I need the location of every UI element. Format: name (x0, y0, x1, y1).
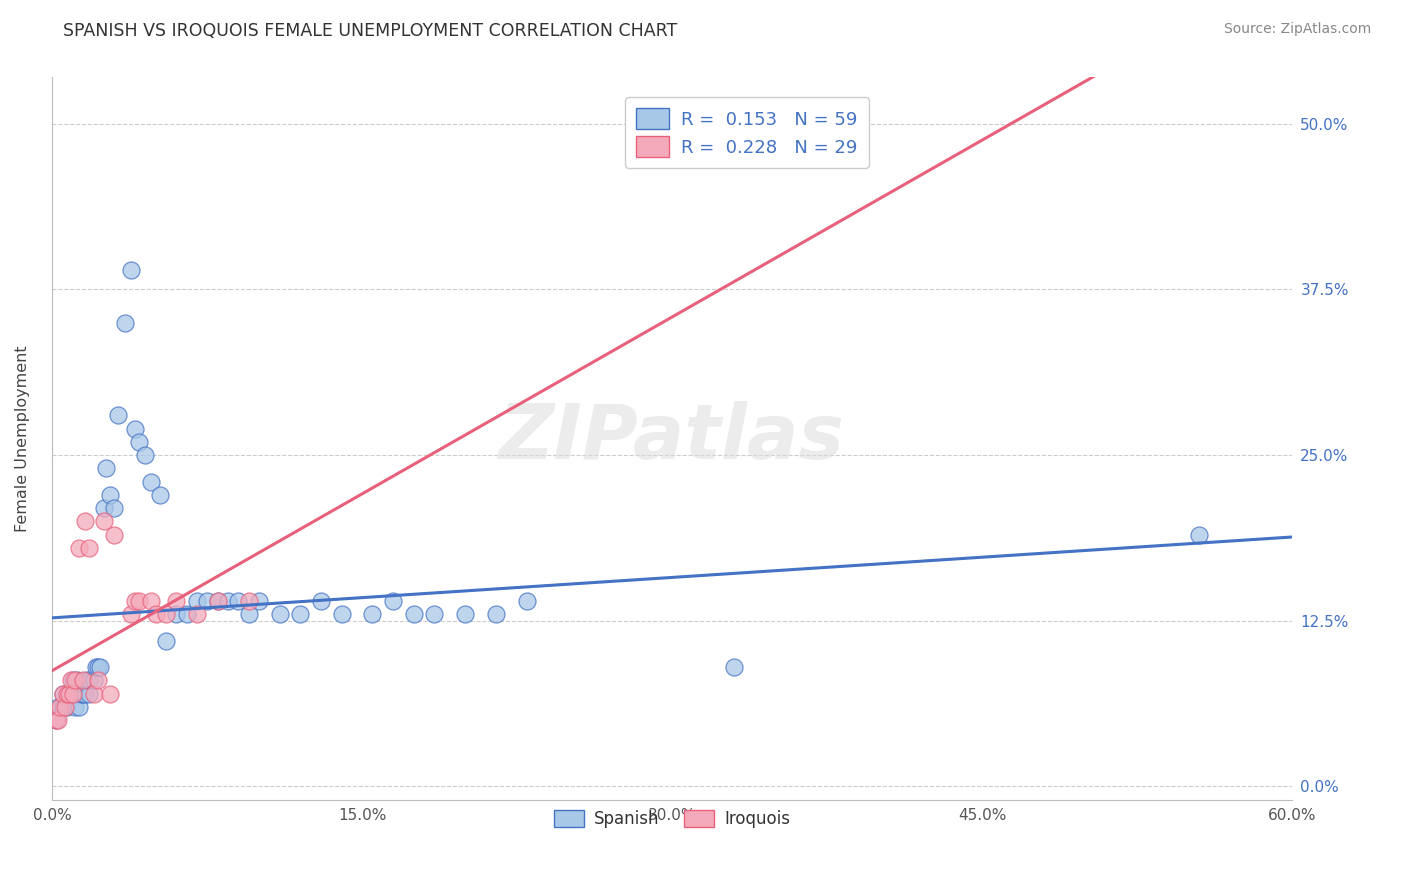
Point (238, 607, 260, 621)
Point (79, 541, 101, 555)
Point (120, 607, 142, 621)
Text: ZIPatlas: ZIPatlas (499, 401, 845, 475)
Point (83, 673, 105, 688)
Point (165, 607, 187, 621)
Point (402, 607, 425, 621)
Point (55, 686, 77, 700)
Point (238, 594, 260, 608)
Point (165, 594, 187, 608)
Point (66, 673, 89, 688)
Point (45, 713, 67, 727)
Point (516, 594, 538, 608)
Point (62, 686, 84, 700)
Point (288, 607, 311, 621)
Text: Source: ZipAtlas.com: Source: ZipAtlas.com (1223, 22, 1371, 37)
Point (107, 409, 129, 423)
Point (72, 686, 94, 700)
Point (75, 686, 97, 700)
Point (51, 686, 73, 700)
Point (79, 686, 101, 700)
Point (186, 607, 208, 621)
Text: SPANISH VS IROQUOIS FEMALE UNEMPLOYMENT CORRELATION CHART: SPANISH VS IROQUOIS FEMALE UNEMPLOYMENT … (63, 22, 678, 40)
Point (67, 699, 90, 714)
Point (207, 594, 229, 608)
Point (1188, 527, 1211, 541)
Point (51, 686, 73, 700)
Point (145, 607, 167, 621)
Point (58, 686, 80, 700)
Point (89, 660, 111, 674)
Point (83, 686, 105, 700)
Point (62, 673, 84, 688)
Point (247, 594, 270, 608)
Point (76, 673, 98, 688)
Point (86, 673, 108, 688)
Point (58, 686, 80, 700)
Point (103, 527, 125, 541)
Point (330, 607, 353, 621)
Point (124, 421, 146, 435)
Point (454, 607, 477, 621)
Point (423, 607, 446, 621)
Point (93, 501, 115, 516)
Legend: Spanish, Iroquois: Spanish, Iroquois (547, 803, 797, 835)
Point (149, 488, 172, 502)
Point (45, 713, 67, 727)
Point (93, 514, 115, 528)
Point (75, 514, 97, 528)
Point (141, 594, 163, 608)
Point (59, 673, 82, 688)
Point (59, 686, 82, 700)
Point (51, 699, 73, 714)
Point (67, 541, 90, 555)
Point (141, 475, 163, 489)
Point (195, 594, 218, 608)
Y-axis label: Female Unemployment: Female Unemployment (15, 345, 30, 532)
Point (128, 434, 150, 449)
Point (361, 607, 384, 621)
Point (98, 686, 121, 700)
Point (124, 594, 146, 608)
Point (217, 594, 239, 608)
Point (63, 686, 86, 700)
Point (48, 713, 70, 727)
Point (120, 262, 142, 277)
Point (155, 633, 177, 648)
Point (79, 673, 101, 688)
Point (55, 699, 77, 714)
Point (86, 660, 108, 674)
Point (62, 686, 84, 700)
Point (114, 316, 136, 330)
Point (84, 660, 107, 674)
Point (207, 594, 229, 608)
Point (176, 607, 198, 621)
Point (128, 594, 150, 608)
Point (226, 594, 249, 608)
Point (98, 488, 121, 502)
Point (70, 686, 93, 700)
Point (269, 607, 291, 621)
Point (155, 607, 177, 621)
Point (63, 673, 86, 688)
Point (94, 461, 117, 475)
Point (53, 699, 76, 714)
Point (723, 660, 745, 674)
Point (186, 594, 208, 608)
Point (48, 699, 70, 714)
Point (382, 594, 405, 608)
Point (103, 501, 125, 516)
Point (58, 686, 80, 700)
Point (63, 699, 86, 714)
Point (134, 448, 156, 462)
Point (72, 673, 94, 688)
Point (49, 699, 72, 714)
Point (485, 607, 508, 621)
Point (309, 594, 332, 608)
